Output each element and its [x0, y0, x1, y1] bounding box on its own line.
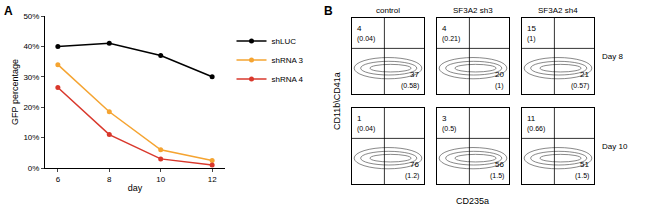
svg-text:8: 8 [107, 175, 112, 184]
svg-text:21: 21 [580, 70, 589, 79]
svg-text:shLUC: shLUC [272, 37, 297, 46]
svg-text:4: 4 [442, 24, 447, 33]
svg-text:A: A [4, 4, 13, 18]
svg-text:Day 8: Day 8 [602, 52, 623, 61]
svg-text:(0.04): (0.04) [357, 125, 375, 133]
svg-text:Day 10: Day 10 [602, 142, 628, 151]
svg-text:(1.5): (1.5) [490, 172, 504, 180]
svg-text:20%: 20% [23, 103, 39, 112]
svg-text:12: 12 [208, 175, 217, 184]
svg-text:(0.58): (0.58) [401, 82, 419, 90]
svg-text:(1): (1) [495, 82, 504, 90]
svg-text:day: day [128, 183, 143, 193]
svg-text:(0.66): (0.66) [527, 125, 545, 133]
svg-text:1: 1 [357, 114, 362, 123]
svg-text:(0.21): (0.21) [442, 35, 460, 43]
svg-text:SF3A2 sh3: SF3A2 sh3 [453, 6, 493, 15]
svg-text:CD11b\CD41a: CD11b\CD41a [332, 72, 342, 130]
svg-text:30%: 30% [23, 73, 39, 82]
svg-text:6: 6 [56, 175, 61, 184]
svg-text:(1): (1) [527, 35, 536, 43]
svg-text:shRNA 4: shRNA 4 [272, 75, 304, 84]
svg-text:15: 15 [527, 24, 536, 33]
svg-text:GFP percentage: GFP percentage [10, 59, 20, 125]
svg-text:37: 37 [410, 70, 419, 79]
svg-text:(0.04): (0.04) [357, 35, 375, 43]
svg-text:shRNA 3: shRNA 3 [272, 56, 304, 65]
svg-text:11: 11 [527, 114, 536, 123]
svg-text:CD235a: CD235a [456, 196, 489, 206]
svg-text:SF3A2 sh4: SF3A2 sh4 [538, 6, 578, 15]
svg-text:56: 56 [495, 160, 504, 169]
svg-text:10%: 10% [23, 133, 39, 142]
svg-text:control: control [376, 6, 400, 15]
svg-text:76: 76 [410, 160, 419, 169]
svg-text:(0.5): (0.5) [442, 125, 456, 133]
svg-text:(1.2): (1.2) [405, 172, 419, 180]
svg-text:0%: 0% [28, 164, 40, 173]
svg-text:(0.57): (0.57) [571, 82, 589, 90]
svg-text:B: B [324, 4, 333, 18]
svg-text:10: 10 [156, 175, 165, 184]
svg-text:20: 20 [495, 70, 504, 79]
svg-text:40%: 40% [23, 42, 39, 51]
svg-text:4: 4 [357, 24, 362, 33]
svg-text:3: 3 [442, 114, 447, 123]
svg-text:50%: 50% [23, 12, 39, 21]
svg-text:51: 51 [580, 160, 589, 169]
svg-text:(1.5): (1.5) [575, 172, 589, 180]
